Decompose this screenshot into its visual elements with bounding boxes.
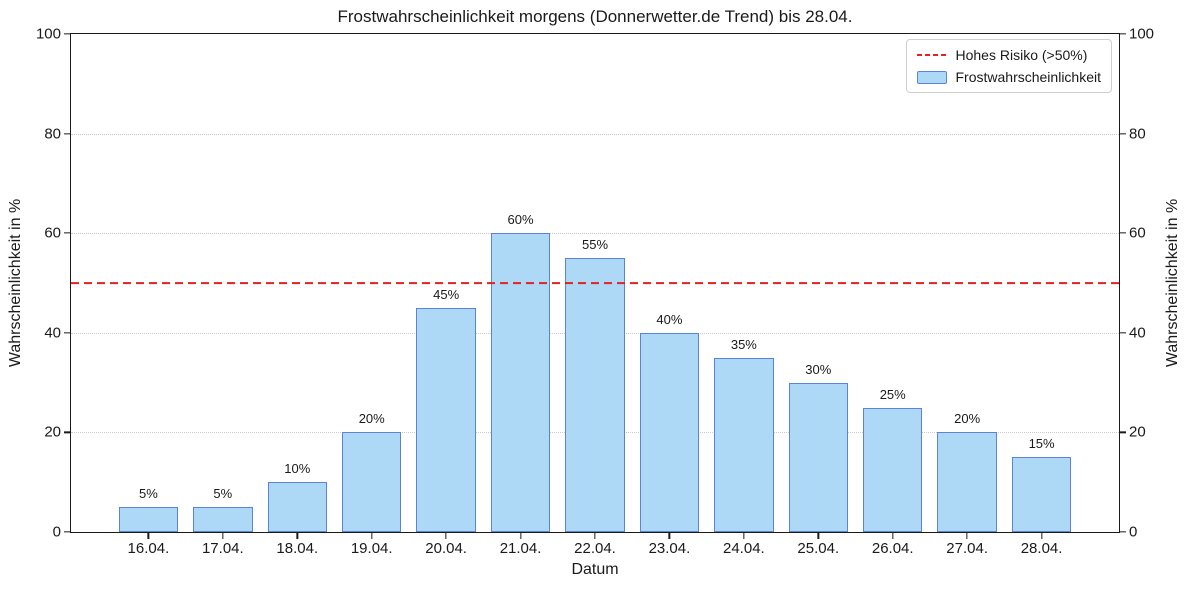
bar-value-label: 35%	[730, 336, 757, 352]
y-tick-label-left-60: 60	[44, 224, 61, 242]
gridline-80	[71, 133, 1119, 135]
y-tick-label-right-20: 20	[1129, 423, 1146, 441]
y-axis-label-left: Wahrscheinlichkeit in %	[7, 198, 24, 368]
x-tick-label: 20.04.	[425, 540, 467, 557]
x-tick-25.04.	[817, 533, 819, 539]
x-tick-16.04.	[147, 533, 150, 539]
y-tick-label-left-20: 20	[44, 423, 61, 441]
x-tick-label: 19.04.	[350, 540, 393, 557]
plot-area: Hohes Risiko (>50%) Frostwahrscheinlichk…	[36, 27, 1154, 557]
bar-28.04.	[1011, 457, 1072, 532]
y-tick-label-left-80: 80	[44, 125, 61, 143]
x-axis-label: Datum	[571, 561, 619, 578]
legend-entry-frost-probability: Frostwahrscheinlichkeit	[916, 69, 1102, 85]
bar-value-label: 40%	[656, 311, 683, 327]
y-tick-right-20	[1120, 431, 1126, 434]
bar-23.04.	[639, 332, 700, 532]
y-tick-right-60	[1120, 232, 1126, 234]
x-tick-label: 18.04.	[276, 540, 319, 557]
bar-value-label: 20%	[954, 411, 981, 427]
y-tick-left-20	[64, 431, 70, 434]
x-tick-20.04.	[445, 533, 447, 539]
bar-value-label: 55%	[581, 237, 609, 253]
bar-27.04.	[937, 432, 997, 532]
y-axis-label-right: Wahrscheinlichkeit in %	[1164, 198, 1181, 368]
bar-value-label: 45%	[433, 286, 460, 302]
risk-threshold-line	[71, 282, 1119, 284]
gridline-60	[71, 233, 1119, 235]
bar-value-label: 10%	[284, 461, 311, 477]
bar-17.04.	[193, 507, 253, 532]
x-tick-label: 27.04.	[946, 540, 989, 557]
y-tick-right-40	[1120, 332, 1126, 334]
y-tick-left-80	[64, 132, 70, 135]
y-tick-right-80	[1120, 132, 1126, 135]
bar-value-label: 5%	[139, 486, 158, 502]
legend-patch-swatch	[916, 70, 947, 84]
y-tick-label-right-0: 0	[1129, 523, 1138, 541]
x-tick-label: 25.04.	[797, 540, 840, 557]
legend-dashed-line-swatch	[916, 54, 947, 56]
bar-26.04.	[862, 407, 923, 532]
x-tick-21.04.	[519, 533, 522, 539]
x-tick-24.04.	[743, 533, 745, 539]
x-tick-label: 26.04.	[871, 540, 914, 557]
y-tick-right-100	[1120, 33, 1126, 35]
x-tick-17.04.	[222, 533, 224, 539]
bar-16.04.	[118, 507, 179, 532]
x-tick-18.04.	[296, 533, 298, 539]
x-tick-19.04.	[371, 533, 373, 539]
bar-19.04.	[341, 432, 402, 532]
bar-value-label: 30%	[805, 361, 832, 377]
legend-label-frost-probability: Frostwahrscheinlichkeit	[955, 69, 1102, 85]
legend-label-high-risk: Hohes Risiko (>50%)	[955, 47, 1088, 63]
x-tick-label: 22.04.	[574, 540, 616, 557]
y-tick-left-0	[64, 531, 70, 533]
bar-value-label: 5%	[213, 486, 233, 502]
bar-20.04.	[416, 307, 476, 532]
y-tick-left-100	[64, 33, 70, 35]
bar-18.04.	[267, 482, 328, 532]
y-tick-left-60	[64, 232, 70, 234]
y-tick-label-left-40: 40	[44, 324, 61, 342]
x-tick-27.04.	[966, 533, 968, 539]
bar-value-label: 60%	[507, 212, 534, 228]
x-tick-23.04.	[668, 533, 671, 539]
x-tick-26.04.	[892, 533, 894, 539]
bar-21.04.	[490, 233, 551, 532]
x-tick-label: 28.04.	[1020, 540, 1063, 557]
legend: Hohes Risiko (>50%) Frostwahrscheinlichk…	[905, 39, 1112, 93]
bar-22.04.	[565, 258, 625, 532]
legend-entry-high-risk: Hohes Risiko (>50%)	[916, 47, 1102, 63]
y-tick-label-right-100: 100	[1129, 25, 1155, 43]
y-tick-label-right-80: 80	[1129, 125, 1146, 143]
bar-value-label: 20%	[358, 411, 385, 427]
bar-value-label: 15%	[1028, 436, 1055, 452]
bar-value-label: 25%	[879, 386, 906, 402]
x-tick-label: 16.04.	[127, 540, 170, 557]
x-tick-28.04.	[1040, 533, 1043, 539]
x-tick-label: 17.04.	[201, 540, 244, 557]
y-tick-label-right-40: 40	[1129, 324, 1146, 342]
y-tick-right-0	[1120, 531, 1126, 533]
y-tick-label-right-60: 60	[1129, 224, 1146, 242]
y-tick-left-40	[64, 332, 70, 334]
chart-title: Frostwahrscheinlichkeit morgens (Donnerw…	[337, 7, 853, 26]
bar-25.04.	[788, 382, 849, 532]
y-tick-label-left-0: 0	[52, 523, 61, 541]
x-tick-22.04.	[594, 533, 596, 539]
bar-24.04.	[714, 357, 774, 532]
x-tick-label: 24.04.	[723, 540, 765, 557]
x-tick-label: 21.04.	[499, 540, 542, 557]
x-tick-label: 23.04.	[648, 540, 691, 557]
y-tick-label-left-100: 100	[35, 25, 61, 43]
